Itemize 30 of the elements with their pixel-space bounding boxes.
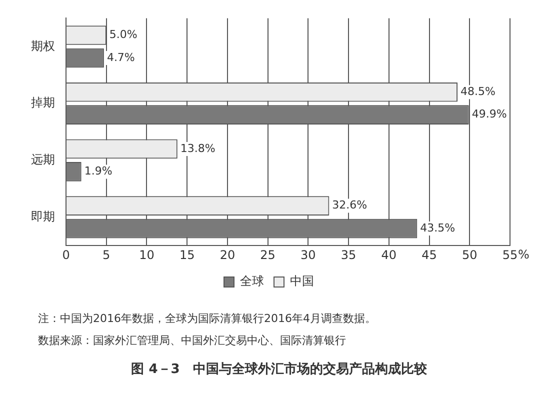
data-label: 13.8%: [180, 142, 216, 155]
y-tick-label: 即期: [31, 209, 55, 224]
x-axis-title: %: [518, 248, 530, 262]
x-tick-label: 55: [502, 248, 518, 262]
legend-label: 全球: [240, 274, 264, 288]
x-tick-label: 50: [462, 248, 478, 262]
source-note: 数据来源：国家外汇管理局、中国外汇交易中心、国际清算银行: [38, 333, 347, 349]
x-tick-label: 40: [381, 248, 397, 262]
x-tick-label: 45: [422, 248, 437, 262]
legend-label: 中国: [290, 274, 314, 288]
x-tick-label: 30: [300, 248, 316, 262]
data-label: 48.5%: [460, 84, 496, 98]
data-label: 1.9%: [84, 164, 112, 178]
x-tick-label: 15: [179, 248, 195, 262]
x-tick-label: 35: [340, 248, 356, 262]
data-label: 43.5%: [420, 221, 456, 234]
x-tick-label: 25: [260, 248, 276, 262]
data-label: 32.6%: [332, 198, 368, 212]
text: 图 4－3 中国与全球外汇市场的交易产品构成比较: [130, 360, 428, 378]
y-tick-label: 期权: [31, 38, 55, 53]
x-tick-label: 10: [139, 248, 154, 262]
x-tick-label: 5: [102, 248, 110, 262]
data-label: 4.7%: [106, 50, 135, 64]
data-label: 5.0%: [109, 28, 138, 42]
y-tick-label: 远期: [31, 152, 55, 166]
x-tick-label: 20: [220, 248, 236, 262]
data-label: 49.9%: [472, 108, 507, 121]
y-tick-label: 掉期: [31, 96, 55, 110]
x-tick-label: 0: [62, 248, 70, 262]
text: 注：中国为2016年数据，全球为国际清算银行2016年4月调查数据。: [38, 311, 377, 327]
